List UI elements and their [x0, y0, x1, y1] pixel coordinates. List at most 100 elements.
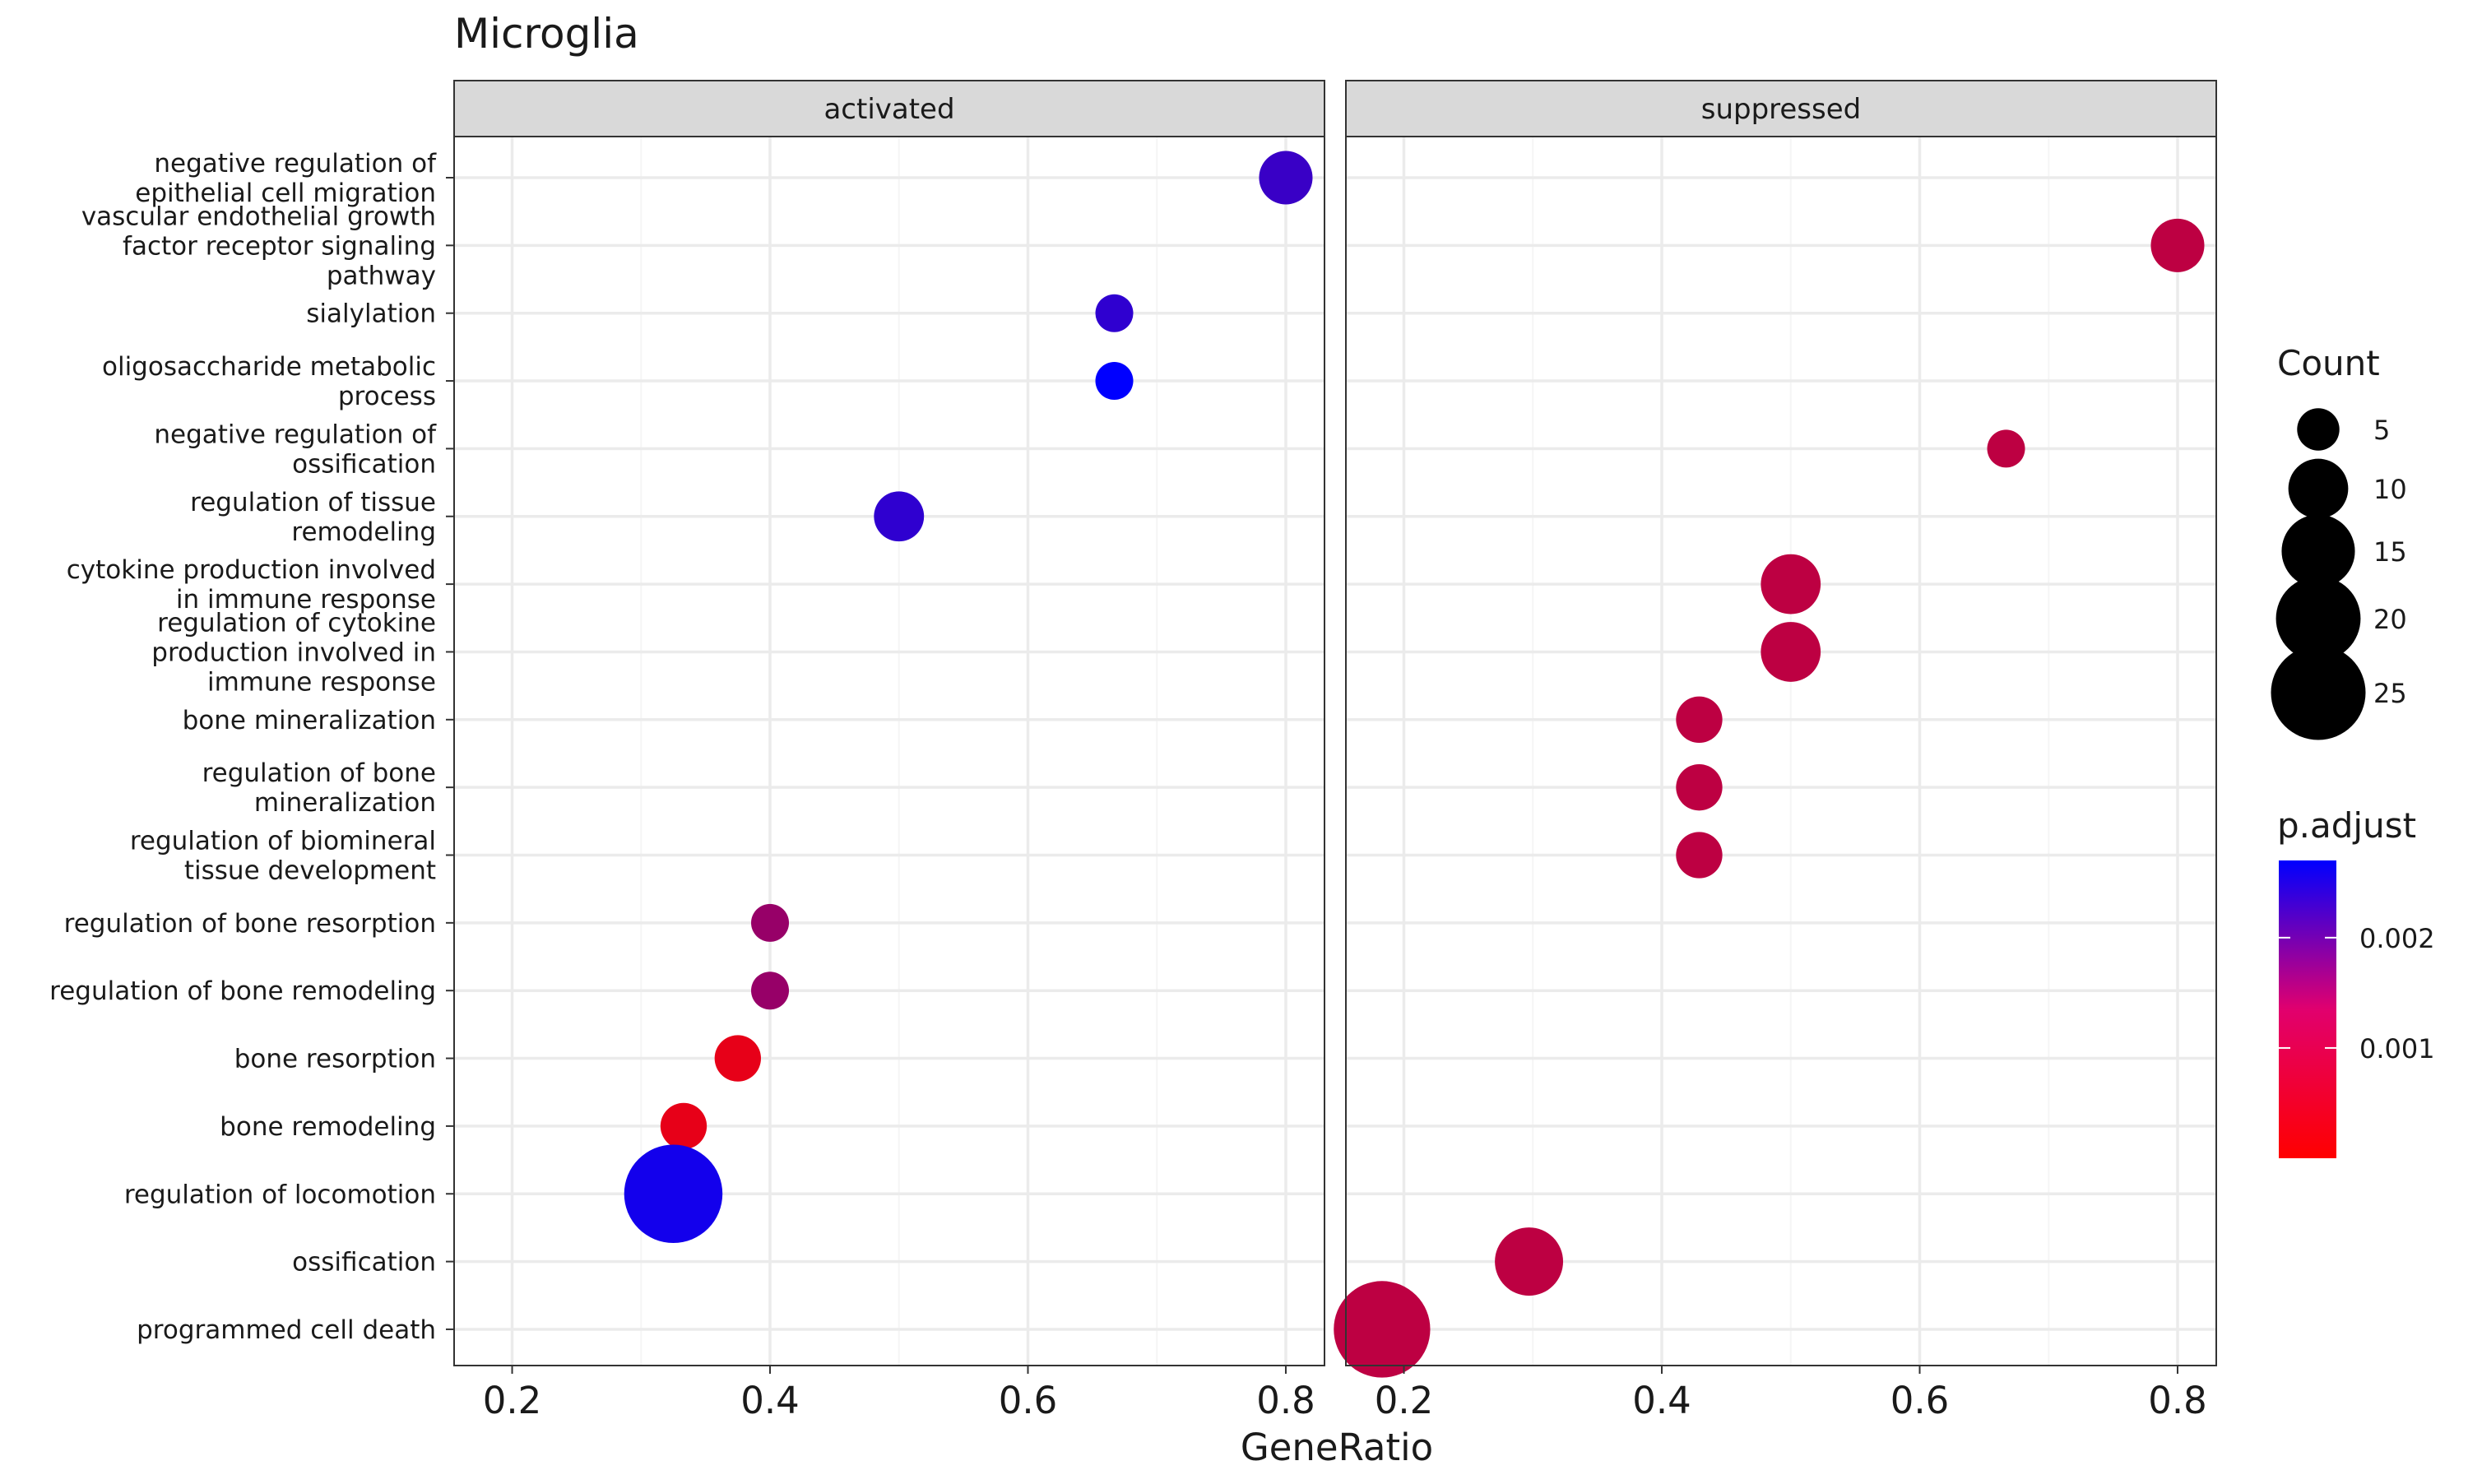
- data-point: [1676, 763, 1723, 811]
- facet-strip-label: suppressed: [1701, 93, 1862, 126]
- y-tick-label: regulation of bone mineralization: [202, 758, 436, 818]
- color-legend-label: 0.002: [2359, 923, 2435, 954]
- data-point: [714, 1035, 761, 1082]
- facet-strip: [1345, 80, 2217, 137]
- x-tick-label: 0.2: [483, 1379, 542, 1422]
- data-point: [1095, 294, 1134, 332]
- y-tick-label: bone resorption: [234, 1045, 436, 1074]
- y-tick-label-line: immune response: [207, 667, 436, 697]
- y-tick-label-line: production involved in: [151, 638, 436, 667]
- y-tick-label: negative regulation of epithelial cell mi…: [135, 149, 437, 208]
- y-tick-label-line: regulation of locomotion: [124, 1180, 436, 1209]
- y-tick-label-line: regulation of tissue: [190, 488, 436, 517]
- plot-layer: activated 0.2 0.4 0.6 0.8 suppressed 0.2 0.4 0.6…: [49, 80, 2217, 1422]
- size-legend-label: 5: [2373, 415, 2390, 446]
- x-tick-label: 0.4: [1632, 1379, 1691, 1422]
- data-point: [1761, 622, 1821, 682]
- y-tick-label: regulation of bone remodeling: [49, 976, 436, 1006]
- y-tick-label-line: mineralization: [254, 788, 436, 818]
- data-point: [1095, 362, 1134, 401]
- y-tick-label-line: regulation of bone: [202, 758, 436, 788]
- y-tick-label-line: regulation of biomineral: [130, 827, 436, 856]
- x-tick-label: 0.8: [1256, 1379, 1315, 1422]
- y-tick-label-line: bone mineralization: [183, 706, 436, 735]
- size-legend-label: 10: [2373, 474, 2407, 505]
- panel-background: [454, 137, 1324, 1366]
- color-bar: [2279, 860, 2336, 1158]
- y-tick-label: bone remodeling: [220, 1112, 436, 1142]
- facet-strip-label: activated: [823, 93, 954, 126]
- legend-layer: Count 5 10 15 20 25 p.adjust 0.001 0.002: [2271, 343, 2435, 1158]
- y-tick-label-line: epithelial cell migration: [135, 179, 436, 208]
- y-tick-label: regulation of bone resorption: [64, 909, 436, 939]
- size-legend-key: [2297, 408, 2340, 451]
- size-legend-key: [2271, 645, 2366, 740]
- y-tick-label: bone mineralization: [183, 706, 436, 735]
- size-legend-label: 25: [2373, 678, 2407, 709]
- size-legend-key: [2281, 514, 2355, 588]
- data-point: [751, 903, 790, 942]
- x-tick-label: 0.2: [1375, 1379, 1434, 1422]
- y-tick-label-line: ossification: [292, 449, 436, 479]
- data-point: [874, 491, 925, 542]
- y-axis: negative regulation of epithelial cell mi…: [49, 149, 454, 1345]
- y-tick-label-line: in immune response: [176, 585, 436, 614]
- y-tick-label: oligosaccharide metabolic process: [102, 352, 436, 411]
- size-legend-title: Count: [2277, 343, 2380, 383]
- data-point: [1676, 696, 1723, 743]
- y-tick-label-line: process: [338, 382, 436, 411]
- size-legend-key: [2275, 576, 2361, 661]
- y-tick-label-line: bone resorption: [234, 1045, 436, 1074]
- facet-strip: [453, 80, 1325, 137]
- data-point: [1259, 151, 1313, 205]
- data-point: [660, 1102, 707, 1150]
- data-point: [624, 1144, 723, 1244]
- chart-title: Microglia: [454, 10, 639, 58]
- y-tick-label-line: vascular endothelial growth: [81, 202, 436, 231]
- panel-background: [1346, 137, 2216, 1366]
- y-tick-label-line: factor receptor signaling: [123, 231, 436, 261]
- color-legend-label: 0.001: [2359, 1033, 2435, 1064]
- x-tick-label: 0.4: [740, 1379, 800, 1422]
- data-point: [1987, 429, 2025, 468]
- y-tick-label-line: remodeling: [291, 517, 436, 547]
- y-tick-label-line: programmed cell death: [137, 1315, 436, 1345]
- x-tick-label: 0.6: [1890, 1379, 1950, 1422]
- y-tick-label: regulation of cytokine production involve…: [151, 608, 436, 697]
- size-legend-label: 15: [2373, 536, 2407, 568]
- x-tick-label: 0.8: [2148, 1379, 2207, 1422]
- y-tick-label: regulation of tissue remodeling: [190, 488, 436, 547]
- y-tick-label-line: cytokine production involved: [67, 555, 436, 585]
- y-tick-label-line: tissue development: [184, 856, 436, 886]
- y-tick-label: regulation of biomineral tissue developme…: [130, 827, 436, 886]
- color-legend-title: p.adjust: [2277, 805, 2416, 846]
- data-point: [751, 972, 790, 1010]
- x-tick-label: 0.6: [999, 1379, 1058, 1422]
- y-tick-label-line: bone remodeling: [220, 1112, 436, 1142]
- y-tick-label: regulation of locomotion: [124, 1180, 436, 1209]
- data-point: [1495, 1227, 1564, 1296]
- panel-suppressed: suppressed 0.2 0.4 0.6 0.8: [1334, 80, 2217, 1422]
- x-axis-title: GeneRatio: [1241, 1426, 1433, 1469]
- y-tick-label: vascular endothelial growth factor recept…: [81, 202, 436, 290]
- y-tick-label: programmed cell death: [137, 1315, 436, 1345]
- data-point: [2150, 218, 2205, 272]
- data-point: [1761, 554, 1821, 614]
- data-point: [1334, 1281, 1431, 1378]
- y-tick-label-line: ossification: [292, 1248, 436, 1278]
- y-tick-label-line: sialylation: [306, 299, 436, 329]
- y-tick-label-line: regulation of cytokine: [157, 608, 436, 638]
- y-tick-label-line: negative regulation of: [154, 420, 437, 449]
- y-tick-label-line: negative regulation of: [154, 149, 437, 179]
- y-tick-label-line: oligosaccharide metabolic: [102, 352, 436, 382]
- y-tick-label-line: pathway: [327, 261, 436, 290]
- panel-activated: activated 0.2 0.4 0.6 0.8: [453, 80, 1325, 1422]
- y-tick-label-line: regulation of bone resorption: [64, 909, 436, 939]
- size-legend-key: [2288, 458, 2349, 519]
- y-tick-label-line: regulation of bone remodeling: [49, 976, 436, 1006]
- y-tick-label: negative regulation of ossification: [154, 420, 437, 479]
- data-point: [1676, 832, 1723, 879]
- y-tick-label: ossification: [292, 1248, 436, 1278]
- y-tick-label: sialylation: [306, 299, 436, 329]
